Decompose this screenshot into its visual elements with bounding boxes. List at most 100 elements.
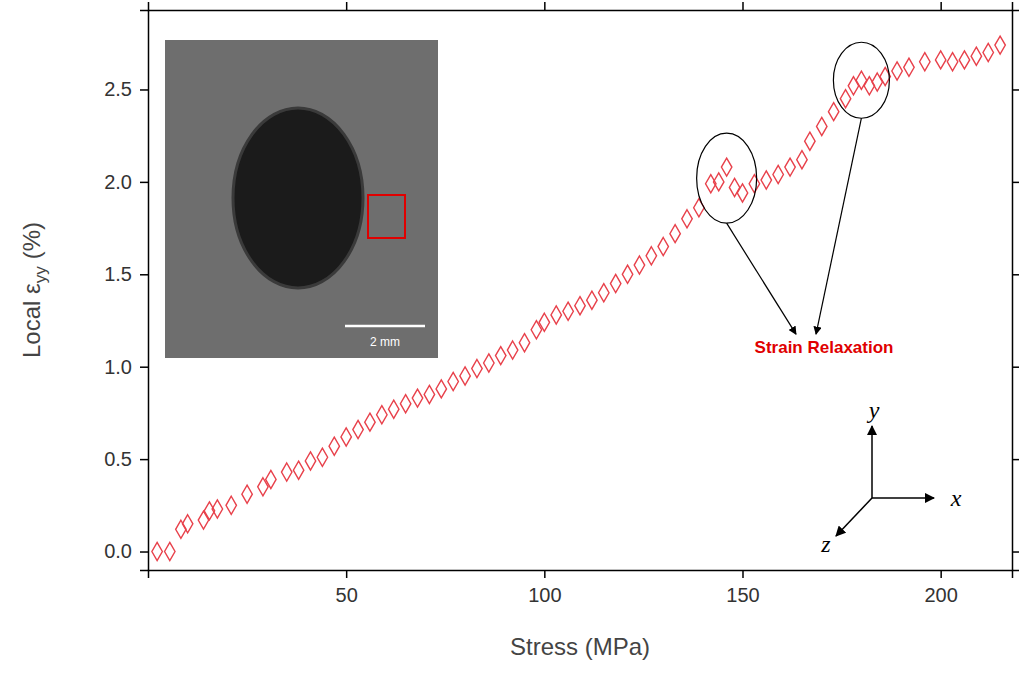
point	[721, 158, 731, 176]
x-axis: 50100150200	[149, 570, 1013, 606]
point	[828, 103, 838, 121]
tick	[1012, 89, 1019, 90]
tick-mark	[1012, 89, 1019, 91]
point	[377, 406, 387, 424]
annotation-circle	[833, 42, 889, 118]
frame-line	[149, 2, 1013, 11]
annotation: Strain Relaxation	[697, 42, 894, 357]
y-axis-title-main: Local ε	[18, 283, 45, 358]
triad-arrow	[836, 498, 872, 536]
point	[773, 165, 783, 183]
point	[904, 58, 914, 76]
point	[198, 511, 208, 529]
point	[785, 158, 795, 176]
tick-label: 200	[924, 584, 957, 606]
point	[519, 334, 529, 352]
tick-mark	[742, 2, 744, 10]
point	[587, 291, 597, 309]
point	[329, 437, 339, 455]
point	[634, 256, 644, 274]
point	[646, 247, 656, 265]
point	[400, 395, 410, 413]
point	[460, 367, 470, 385]
point	[412, 389, 422, 407]
point	[266, 470, 276, 488]
point	[761, 171, 771, 189]
point	[840, 90, 850, 108]
point	[341, 428, 351, 446]
tick-label: 1.5	[104, 263, 132, 285]
point	[353, 420, 363, 438]
point	[892, 62, 902, 80]
tick-mark	[140, 274, 148, 276]
annotation-circle	[697, 133, 757, 223]
point	[817, 117, 827, 135]
tick: 1.0	[104, 356, 148, 378]
axis-line	[140, 11, 149, 571]
point	[365, 413, 375, 431]
triad-label: y	[867, 397, 880, 423]
point	[293, 461, 303, 479]
tick-label: 2.5	[104, 78, 132, 100]
tick-mark	[140, 89, 148, 91]
point	[658, 237, 668, 255]
tick: 50	[336, 570, 358, 606]
tick-mark	[940, 570, 942, 578]
roi-box	[368, 195, 405, 238]
point	[599, 284, 609, 302]
point	[575, 297, 585, 315]
tick	[1012, 367, 1019, 368]
tick: 150	[726, 570, 759, 606]
annotation-text: Strain Relaxation	[755, 338, 894, 357]
point	[152, 542, 162, 560]
tick	[941, 2, 942, 10]
point	[212, 500, 222, 518]
tick	[1012, 274, 1019, 275]
tick-mark	[140, 182, 148, 184]
point	[436, 380, 446, 398]
y-axis-title-subscript: yy	[31, 266, 50, 284]
tick-mark	[346, 2, 348, 10]
tick	[544, 2, 545, 10]
points	[152, 36, 1005, 561]
point	[226, 496, 236, 514]
scale-bar	[345, 325, 425, 328]
tick-mark	[1012, 459, 1019, 461]
axis-line	[149, 571, 1013, 579]
tick-mark	[140, 459, 148, 461]
scale-bar-label: 2 mm	[370, 335, 400, 349]
tick-label: 1.0	[104, 356, 132, 378]
tick-label: 150	[726, 584, 759, 606]
top-frame	[149, 2, 1013, 11]
y-axis-title-unit: (%)	[18, 222, 45, 259]
tick: 0.0	[104, 540, 148, 562]
frame-line	[1013, 11, 1020, 571]
point	[713, 173, 723, 191]
tick-label: 0.5	[104, 448, 132, 470]
tick-mark	[140, 366, 148, 368]
point	[947, 53, 957, 71]
tick-mark	[1012, 366, 1019, 368]
point	[983, 43, 993, 61]
tick-mark	[1012, 551, 1019, 553]
point	[495, 347, 505, 365]
point	[971, 47, 981, 65]
point	[694, 199, 704, 217]
point	[182, 515, 192, 533]
tick-mark	[140, 551, 148, 553]
y-axis-title: Local εyy (%)	[18, 222, 50, 358]
y-axis: 0.00.51.01.52.02.5	[104, 11, 148, 571]
tick: 1.5	[104, 263, 148, 285]
tick-mark	[1012, 182, 1019, 184]
tick-label: 50	[336, 584, 358, 606]
inset-background	[165, 40, 438, 358]
point	[805, 132, 815, 150]
point	[388, 400, 398, 418]
tick: 200	[924, 570, 957, 606]
point	[622, 265, 632, 283]
point	[176, 520, 186, 538]
point	[424, 385, 434, 403]
tick-mark	[1012, 274, 1019, 276]
point	[797, 151, 807, 169]
tick	[1012, 552, 1019, 553]
